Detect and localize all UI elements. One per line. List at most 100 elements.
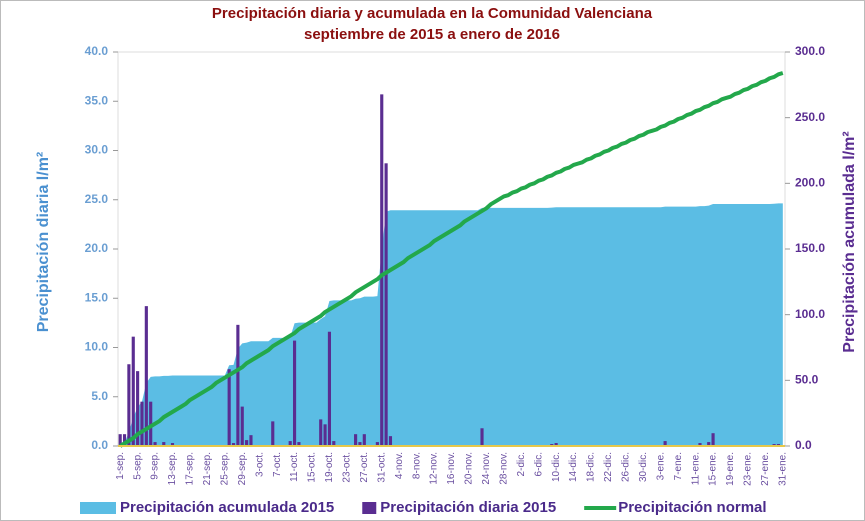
x-tick-label: 29-sep. [237,452,248,485]
legend-swatch [584,506,617,510]
y-tick-label: 25.0 [85,192,109,206]
x-tick-label: 27-oct. [359,452,370,483]
x-tick-label: 13-sep. [167,452,178,485]
x-tick-label: 11-ene. [690,452,701,485]
y2-tick-label: 200.0 [795,176,825,190]
bar [327,331,332,446]
y2-axis-label: Precipitación acumulada l/m² [841,131,858,352]
bar [245,440,249,446]
y-tick-label: 10.0 [85,340,109,354]
x-tick-label: 30-dic. [638,452,649,482]
bar [162,442,166,446]
y-tick-label: 30.0 [85,143,109,157]
y2-tick-label: 150.0 [795,241,825,255]
bar [323,424,327,446]
x-tick-label: 23-oct. [342,452,353,483]
bar [144,306,148,446]
chart-title: Precipitación diaria y acumulada en la C… [212,5,653,22]
x-tick-label: 19-ene. [725,452,736,486]
bar [384,163,388,446]
x-tick-label: 25-sep. [219,452,230,485]
bar [292,340,297,446]
x-tick-label: 26-dic. [621,452,632,482]
x-tick-label: 28-nov. [498,452,509,485]
bar [554,443,558,446]
bar [663,441,667,446]
y-tick-label: 40.0 [85,44,109,58]
legend-label: Precipitación acumulada 2015 [120,499,334,516]
bar [149,401,153,446]
bar [362,434,366,446]
x-tick-label: 24-nov. [481,452,492,485]
legend-label: Precipitación diaria 2015 [380,499,556,516]
x-tick-label: 1-sep. [115,452,126,480]
bar [118,434,122,446]
bar [388,436,393,446]
y-tick-label: 15.0 [85,290,109,304]
x-tick-label: 31-oct. [376,452,387,483]
x-tick-label: 23-ene. [743,452,754,486]
bar [380,94,384,446]
chart-subtitle: septiembre de 2015 a enero de 2016 [304,26,560,43]
x-tick-label: 9-sep. [150,452,161,480]
x-tick-label: 15-oct. [307,452,318,483]
x-tick-label: 15-ene. [708,452,719,486]
bar [227,369,231,446]
bar [354,434,358,446]
x-tick-label: 3-ene. [655,452,666,480]
bar [127,364,131,446]
bar [240,406,244,446]
x-tick-label: 17-sep. [185,452,196,485]
x-tick-label: 16-nov. [446,452,457,485]
x-tick-label: 21-sep. [202,452,213,485]
y2-tick-label: 100.0 [795,307,825,321]
bar [153,442,157,446]
area [120,203,783,446]
bar [358,442,362,446]
x-tick-label: 11-oct. [289,452,300,482]
bar [375,442,379,446]
y2-tick-label: 0.0 [795,438,812,452]
x-tick-label: 6-dic. [533,452,544,476]
x-tick-label: 22-dic. [603,452,614,482]
x-tick-label: 5-sep. [132,452,143,480]
bar [131,336,135,446]
bar [288,441,292,446]
y-tick-label: 20.0 [85,241,109,255]
bar [480,428,484,446]
x-tick-label: 19-oct. [324,452,335,483]
x-tick-label: 10-dic. [551,452,562,482]
bar [249,435,253,446]
x-tick-label: 3-oct. [254,452,265,477]
x-tick-label: 31-ene. [777,452,788,486]
y2-tick-label: 300.0 [795,44,825,58]
bar [698,443,702,446]
x-tick-label: 4-nov. [394,452,405,479]
bar [271,421,275,446]
legend-swatch [80,502,116,514]
x-tick-label: 27-ene. [760,452,771,486]
legend-label: Precipitación normal [618,499,766,516]
y-tick-label: 0.0 [91,438,108,452]
bar [122,434,127,446]
bar [140,401,144,446]
legend-swatch [362,502,377,514]
x-tick-label: 20-nov. [464,452,475,485]
x-tick-label: 18-dic. [586,452,597,482]
x-tick-label: 12-nov. [429,452,440,485]
y-tick-label: 35.0 [85,93,109,107]
x-tick-label: 7-ene. [673,452,684,480]
bar [297,442,301,446]
bar [711,433,715,446]
x-tick-label: 8-nov. [411,452,422,479]
y2-tick-label: 50.0 [795,373,819,387]
line [119,71,784,448]
x-tick-label: 7-oct. [272,452,283,477]
x-tick-label: 14-dic. [568,452,579,482]
y-axis-label: Precipitación diaria l/m² [35,152,52,333]
bar [332,441,336,446]
bar [136,371,140,446]
bar [707,442,711,446]
y2-tick-label: 250.0 [795,110,825,124]
